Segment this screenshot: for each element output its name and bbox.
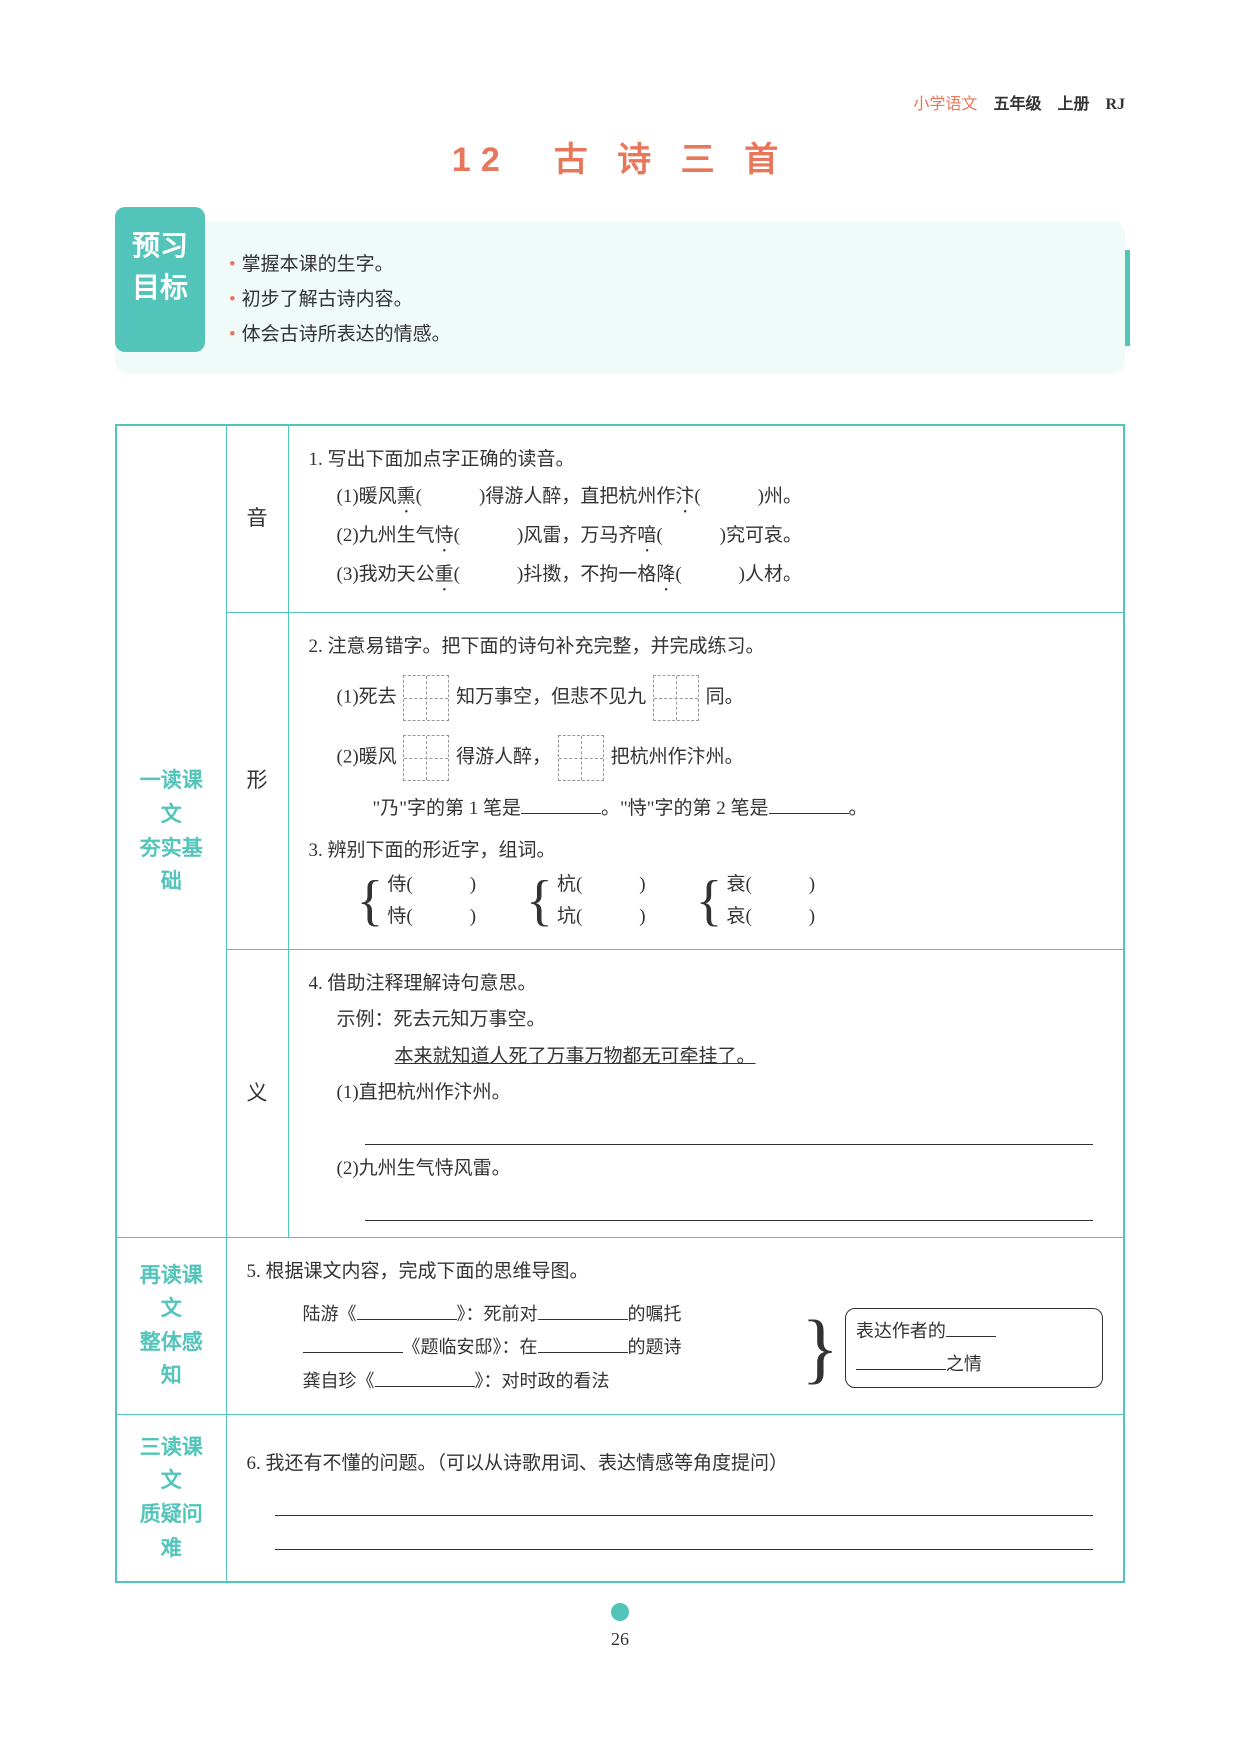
q1-title: 1. 写出下面加点字正确的读音。 (309, 442, 1104, 478)
q6-title: 6. 我还有不懂的问题。（可以从诗歌用词、表达情感等角度提问） (247, 1446, 1104, 1482)
fill-blank[interactable] (538, 1335, 628, 1353)
char-box[interactable] (653, 675, 699, 721)
q3-title: 3. 辨别下面的形近字，组词。 (309, 833, 1104, 869)
cat-yin: 音 (226, 425, 288, 612)
bullet-dot: • (229, 254, 236, 275)
preview-label: 预习 目标 (115, 207, 205, 352)
char-box[interactable] (403, 675, 449, 721)
fill-blank[interactable] (357, 1302, 457, 1320)
right-brace-icon: } (801, 1309, 838, 1387)
q2-q3-cell: 2. 注意易错字。把下面的诗句补充完整，并完成练习。 (1)死去 知万事空，但悲… (288, 612, 1124, 950)
q4-example-answer: 本来就知道人死了万事万物都无可牵挂了。 (395, 1039, 1104, 1075)
bullet-dot: • (229, 324, 236, 345)
q5-title: 5. 根据课文内容，完成下面的思维导图。 (247, 1254, 1104, 1290)
bullet-dot: • (229, 289, 236, 310)
q4-title: 4. 借助注释理解诗句意思。 (309, 966, 1104, 1002)
q1-cell: 1. 写出下面加点字正确的读音。 (1)暖风熏( )得游人醉，直把杭州作汴( )… (288, 425, 1124, 612)
fill-blank[interactable] (946, 1319, 996, 1337)
footer-dot-icon (611, 1603, 629, 1621)
preview-box: 预习 目标 •掌握本课的生字。 •初步了解古诗内容。 •体会古诗所表达的情感。 (115, 221, 1125, 374)
answer-line[interactable] (365, 1119, 1094, 1145)
q2-title: 2. 注意易错字。把下面的诗句补充完整，并完成练习。 (309, 629, 1104, 665)
page-header: 小学语文 五年级 上册 RJ (115, 90, 1125, 114)
answer-line[interactable] (275, 1490, 1094, 1516)
answer-line[interactable] (275, 1524, 1094, 1550)
fill-blank[interactable] (538, 1302, 628, 1320)
answer-line[interactable] (365, 1195, 1094, 1221)
q4-p2: (2)九州生气恃风雷。 (337, 1151, 1104, 1187)
main-table: 一读课文 夯实基础 音 1. 写出下面加点字正确的读音。 (1)暖风熏( )得游… (115, 424, 1125, 1583)
page-title: 12 古 诗 三 首 (115, 132, 1125, 181)
fill-blank[interactable] (856, 1352, 946, 1370)
cat-xing: 形 (226, 612, 288, 950)
cat-yi: 义 (226, 950, 288, 1237)
q5-cell: 5. 根据课文内容，完成下面的思维导图。 陆游《》：死前对的嘱托 《题临安邸》：… (226, 1237, 1124, 1414)
fill-blank[interactable] (303, 1335, 403, 1353)
sidebar-section-3: 三读课文 质疑问难 (116, 1414, 226, 1582)
q4-p1: (1)直把杭州作汴州。 (337, 1075, 1104, 1111)
q3-pairs: { 侍( ) 恃( ) { 杭( ) 坑( ) (357, 869, 1104, 934)
q6-cell: 6. 我还有不懂的问题。（可以从诗歌用词、表达情感等角度提问） (226, 1414, 1124, 1582)
left-brace-icon: { (357, 873, 384, 929)
page-number: 26 (115, 1629, 1125, 1650)
q4-cell: 4. 借助注释理解诗句意思。 示例：死去元知万事空。 本来就知道人死了万事万物都… (288, 950, 1124, 1237)
header-subject: 小学语文 (913, 96, 977, 113)
preview-items: •掌握本课的生字。 •初步了解古诗内容。 •体会古诗所表达的情感。 (205, 243, 1095, 352)
char-box[interactable] (558, 735, 604, 781)
fill-blank[interactable] (375, 1369, 475, 1387)
header-grade: 五年级 上册 RJ (977, 96, 1125, 113)
fill-blank[interactable] (521, 795, 601, 814)
fill-blank[interactable] (769, 795, 849, 814)
q4-example: 示例：死去元知万事空。 (337, 1002, 1104, 1038)
left-brace-icon: { (696, 873, 723, 929)
left-brace-icon: { (526, 873, 553, 929)
sidebar-section-1: 一读课文 夯实基础 (116, 425, 226, 1237)
char-box[interactable] (403, 735, 449, 781)
sidebar-section-2: 再读课文 整体感知 (116, 1237, 226, 1414)
